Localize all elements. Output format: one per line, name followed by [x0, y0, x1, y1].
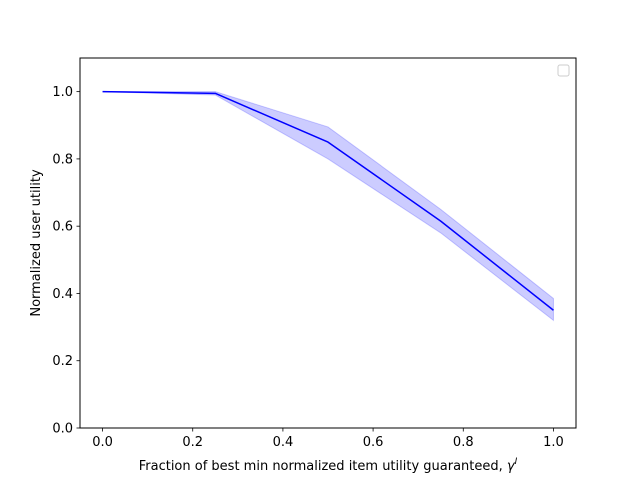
x-tick-label: 0.0 — [92, 435, 113, 450]
x-tick-label: 0.2 — [182, 435, 203, 450]
y-axis-label: Normalized user utility — [29, 169, 44, 317]
x-axis-label: Fraction of best min normalized item uti… — [139, 457, 518, 474]
y-tick-label: 0.4 — [52, 287, 73, 302]
series-line — [102, 90, 554, 311]
y-tick-label: 1.0 — [52, 85, 73, 100]
x-tick-label: 1.0 — [543, 435, 564, 450]
y-tick-label: 0.2 — [52, 354, 73, 369]
x-tick-label: 0.4 — [273, 435, 294, 450]
y-tick-label: 0.0 — [52, 422, 73, 437]
y-tick-label: 0.8 — [52, 152, 73, 167]
x-tick-label: 0.8 — [453, 435, 474, 450]
legend-box — [557, 64, 570, 77]
series-line-layer — [102, 90, 554, 311]
plot-area-frame — [79, 57, 577, 429]
y-axis-ticks: 0.0 0.2 0.4 0.6 0.8 1.0 — [52, 85, 80, 437]
y-tick-label: 0.6 — [52, 220, 73, 235]
x-axis-ticks: 0.0 0.2 0.4 0.6 0.8 1.0 — [92, 428, 564, 450]
x-tick-label: 0.6 — [363, 435, 384, 450]
